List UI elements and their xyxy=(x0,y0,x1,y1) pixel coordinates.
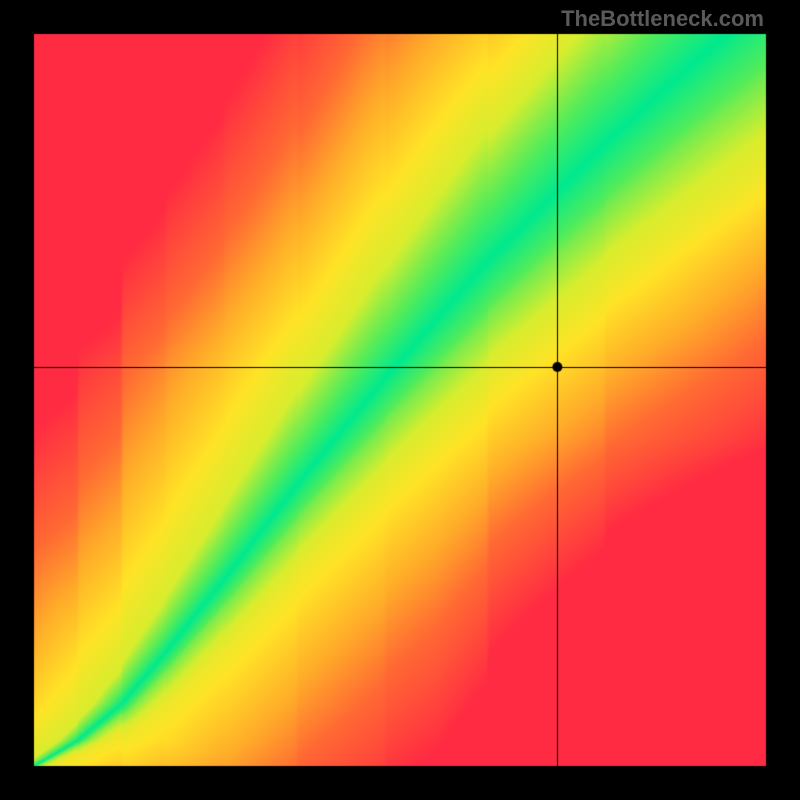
bottleneck-heatmap xyxy=(0,0,800,800)
chart-container: TheBottleneck.com xyxy=(0,0,800,800)
watermark-text: TheBottleneck.com xyxy=(561,6,764,32)
